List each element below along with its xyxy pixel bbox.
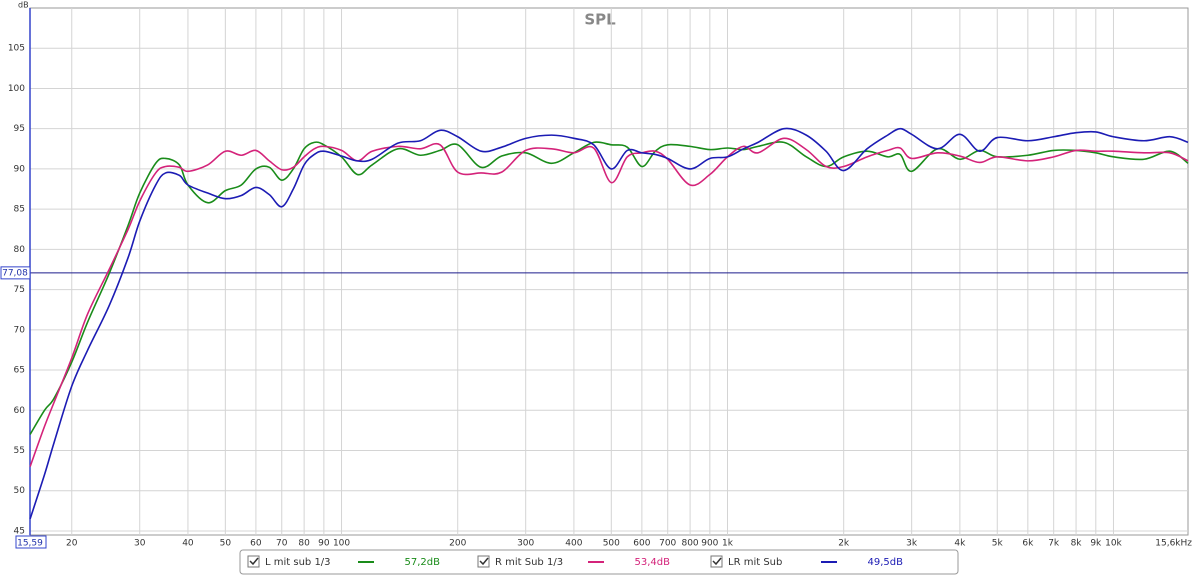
y-tick-label: 50 <box>14 486 26 496</box>
x-tick-label: 20 <box>66 539 78 549</box>
x-tick-label: 5k <box>992 539 1004 549</box>
legend-checkbox[interactable] <box>247 555 260 568</box>
x-start-box <box>15 535 47 549</box>
x-tick-label: 6k <box>1022 539 1034 549</box>
x-tick-label: 200 <box>449 539 466 549</box>
checkmark <box>249 557 259 566</box>
x-tick-label: 90 <box>318 539 330 549</box>
y-tick-label: 75 <box>14 285 25 295</box>
x-tick-label: 9k <box>1090 539 1102 549</box>
series-line <box>29 127 1189 520</box>
checkmark <box>712 557 722 566</box>
y-tick-label: 105 <box>8 44 25 54</box>
x-tick-label: 800 <box>681 539 698 549</box>
x-tick-label: 900 <box>701 539 718 549</box>
x-tick-label: 60 <box>250 539 262 549</box>
y-tick-label: 70 <box>14 325 26 335</box>
y-tick-label: 95 <box>14 124 25 134</box>
y-tick-label: 65 <box>14 366 25 376</box>
y-tick-label: 60 <box>14 406 26 416</box>
legend-value: 49,5dB <box>868 557 904 568</box>
legend-value: 53,4dB <box>635 557 671 568</box>
x-tick-label: 30 <box>134 539 146 549</box>
x-tick-label: 15,6kHz <box>1155 539 1192 549</box>
x-tick-label: 8k <box>1071 539 1083 549</box>
y-tick-label: 85 <box>14 205 25 215</box>
x-tick-label: 10k <box>1105 539 1122 549</box>
cursor-box <box>0 266 31 280</box>
y-tick-label: 100 <box>8 84 25 94</box>
y-tick-label: 90 <box>14 164 26 174</box>
legend-value: 57,2dB <box>405 557 441 568</box>
legend-checkbox[interactable] <box>710 555 723 568</box>
x-tick-label: 100 <box>333 539 350 549</box>
cursor-label: 77,08 <box>2 268 28 278</box>
legend-name: R mit Sub 1/3 <box>495 557 563 568</box>
legend-checkbox[interactable] <box>477 555 490 568</box>
y-unit: dB <box>18 1 29 10</box>
chart-title: SPL <box>584 11 616 29</box>
x-tick-label: 1k <box>722 539 734 549</box>
series-line <box>29 141 1189 435</box>
x-tick-label: 15,59 <box>17 539 43 549</box>
x-tick-label: 500 <box>603 539 620 549</box>
series-line <box>29 137 1189 467</box>
x-tick-label: 400 <box>565 539 582 549</box>
x-tick-label: 2k <box>838 539 850 549</box>
legend-name: L mit sub 1/3 <box>265 557 331 568</box>
x-tick-label: 40 <box>182 539 194 549</box>
plot-area <box>29 7 1189 536</box>
x-tick-label: 300 <box>517 539 534 549</box>
y-tick-label: 45 <box>14 526 25 536</box>
y-tick-label: 55 <box>14 446 25 456</box>
x-tick-label: 70 <box>276 539 288 549</box>
y-tick-label: 80 <box>14 245 26 255</box>
x-tick-label: 3k <box>906 539 918 549</box>
checkmark <box>479 557 489 566</box>
x-tick-label: 7k <box>1048 539 1060 549</box>
x-tick-label: 700 <box>659 539 676 549</box>
x-tick-label: 80 <box>298 539 310 549</box>
x-tick-label: 50 <box>220 539 232 549</box>
x-tick-label: 4k <box>954 539 966 549</box>
x-tick-label: 600 <box>633 539 650 549</box>
legend-name: LR mit Sub <box>728 557 782 568</box>
